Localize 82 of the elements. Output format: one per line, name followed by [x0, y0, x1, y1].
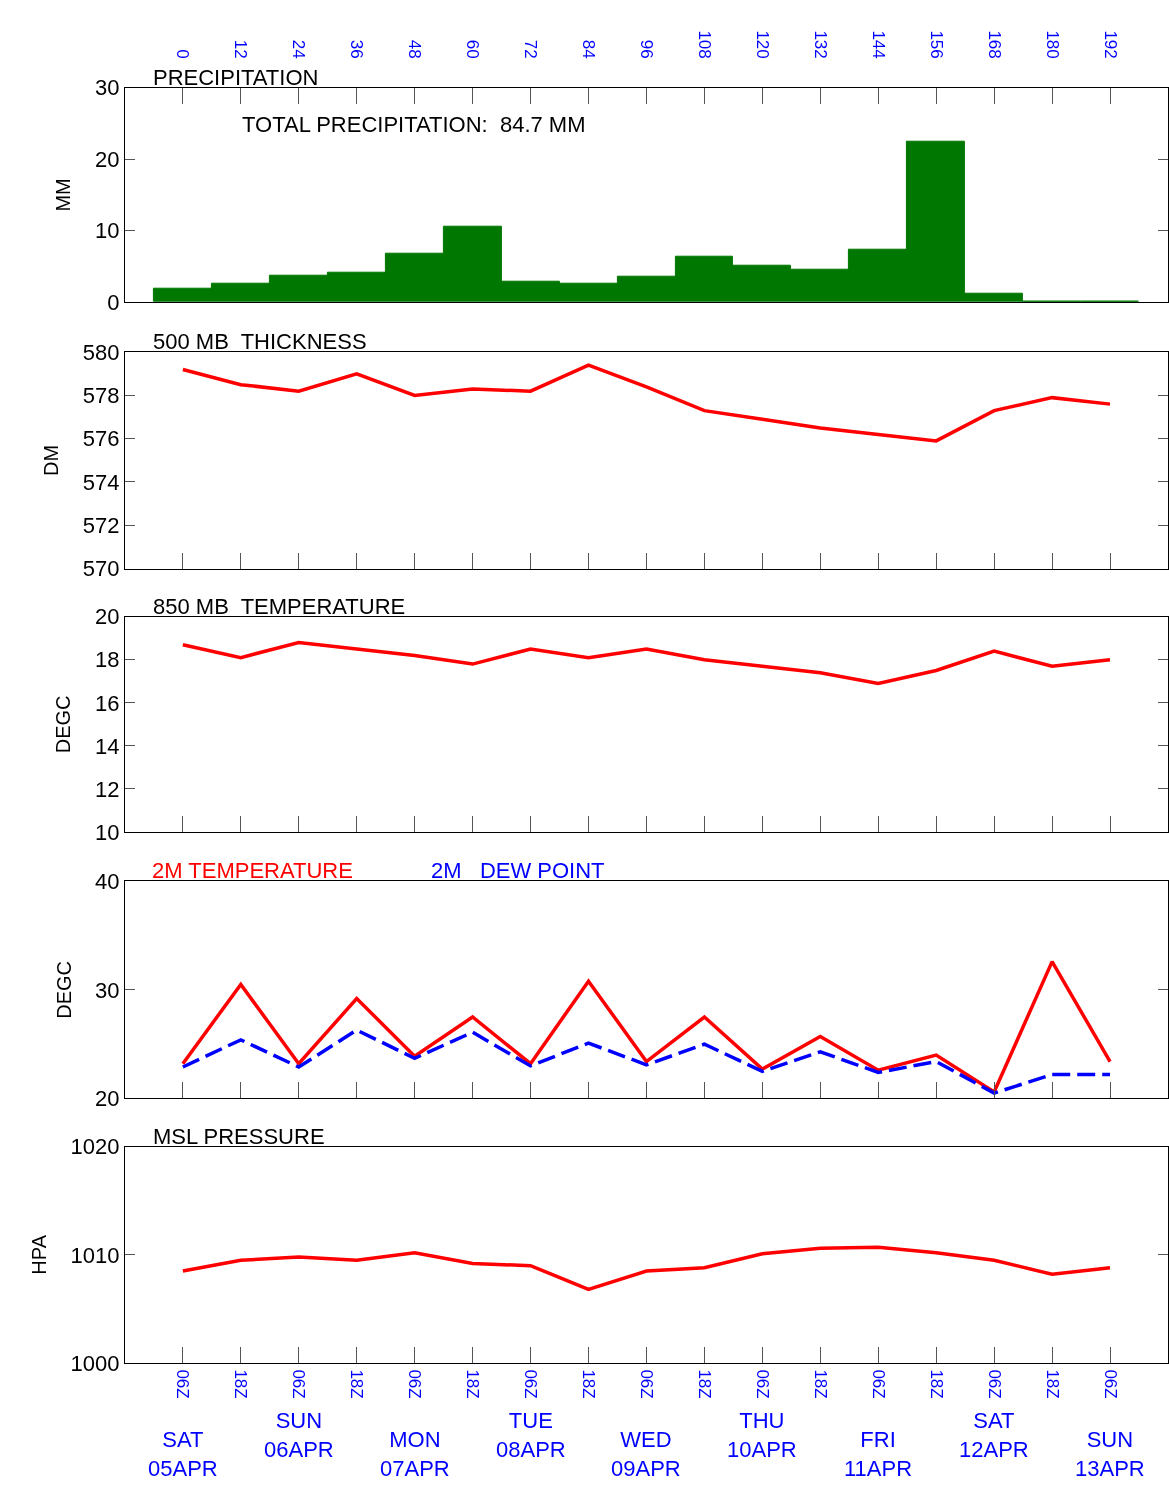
text: 2M TEMPERATURE — [152, 858, 353, 883]
x-tick-label: 18Z — [463, 1369, 483, 1399]
y-axis-title: HPA — [28, 1234, 51, 1275]
x-tick-label: 06Z — [868, 1369, 888, 1399]
y-tick-label: 12 — [95, 776, 120, 802]
chart-title: 500 MB THICKNESS — [153, 329, 367, 354]
line-series — [181, 959, 1112, 1094]
x-tick-label: 18Z — [578, 1369, 598, 1399]
x-tick-label: 132 — [810, 30, 830, 59]
x-tick-label: 36 — [347, 39, 367, 59]
x-tick-label: 12 — [231, 39, 251, 59]
y-tick-label: 578 — [82, 383, 120, 409]
x-tick-label: 108 — [694, 30, 714, 59]
x-tick-label: 18Z — [1042, 1369, 1062, 1399]
y-axis-title: DEGC — [52, 695, 75, 754]
y-tick-label: 0 — [107, 289, 120, 315]
y-tick-label: 572 — [82, 512, 120, 538]
x-tick-label: 84 — [578, 39, 598, 59]
x-tick-label: 168 — [984, 30, 1004, 59]
x-tick-label: 06Z — [1100, 1369, 1120, 1399]
x-tick-label: 18Z — [810, 1369, 830, 1399]
y-tick-label: 574 — [82, 469, 120, 495]
text: SAT 05APR — [148, 1427, 218, 1481]
x-tick-label: 156 — [926, 30, 946, 59]
x-tick-label: 144 — [868, 30, 888, 59]
y-tick-label: 580 — [82, 339, 120, 365]
x-tick-label: 24 — [289, 39, 309, 59]
y-tick-label: 10 — [95, 819, 120, 845]
y-tick-label: 10 — [95, 218, 120, 244]
y-tick-label: 576 — [82, 426, 120, 452]
y-axis-title: DEGC — [52, 960, 75, 1019]
chart-title: 850 MB TEMPERATURE — [153, 594, 406, 619]
x-tick-label: 192 — [1100, 30, 1120, 59]
x-tick-label: 18Z — [347, 1369, 367, 1399]
text: TUE 08APR — [496, 1408, 566, 1462]
y-tick-label: 30 — [95, 75, 120, 101]
x-tick-label: 180 — [1042, 30, 1062, 59]
line-series — [181, 640, 1112, 686]
x-tick-label: 96 — [636, 39, 656, 59]
chart-title: MSL PRESSURE — [153, 1124, 325, 1149]
x-tick-label: 18Z — [926, 1369, 946, 1399]
y-tick-label: 20 — [95, 1086, 120, 1112]
x-tick-label: 0 — [173, 49, 193, 59]
y-tick-label: 1000 — [70, 1350, 120, 1376]
y-tick-label: 1010 — [70, 1242, 120, 1268]
x-tick-label: 06Z — [173, 1369, 193, 1399]
text: SAT 12APR — [959, 1408, 1029, 1462]
text: 2M DEW POINT — [431, 858, 605, 883]
x-tick-label: 06Z — [984, 1369, 1004, 1399]
x-tick-label: 06Z — [636, 1369, 656, 1399]
y-tick-label: 18 — [95, 647, 120, 673]
line-series — [181, 363, 1112, 443]
text: FRI 11APR — [844, 1427, 913, 1481]
x-tick-label: 120 — [752, 30, 772, 59]
y-tick-label: 16 — [95, 690, 120, 716]
text: SUN 13APR — [1075, 1427, 1145, 1481]
x-tick-label: 06Z — [521, 1369, 541, 1399]
y-tick-label: 20 — [95, 146, 120, 172]
text: SUN 06APR — [264, 1408, 334, 1462]
y-tick-label: 20 — [95, 604, 120, 630]
y-axis-title: MM — [52, 178, 75, 212]
x-tick-label: 48 — [405, 39, 425, 59]
x-tick-label: 18Z — [231, 1369, 251, 1399]
text: MON 07APR — [380, 1427, 450, 1481]
y-tick-label: 570 — [82, 556, 120, 582]
x-tick-label: 06Z — [752, 1369, 772, 1399]
y-tick-label: 1020 — [70, 1134, 120, 1160]
y-tick-label: 30 — [95, 977, 120, 1003]
x-tick-label: 06Z — [289, 1369, 309, 1399]
y-tick-label: 14 — [95, 733, 120, 759]
x-tick-label: 72 — [521, 39, 541, 59]
line-series — [181, 1028, 1112, 1095]
y-tick-label: 40 — [95, 868, 120, 894]
chart-title: PRECIPITATION — [153, 65, 319, 90]
text: WED 09APR — [611, 1427, 681, 1481]
text: THU 10APR — [727, 1408, 797, 1462]
line-series — [181, 1245, 1112, 1292]
annotation: TOTAL PRECIPITATION: 84.7 MM — [242, 112, 586, 137]
x-tick-label: 60 — [463, 39, 483, 59]
x-tick-label: 18Z — [694, 1369, 714, 1399]
x-tick-label: 06Z — [405, 1369, 425, 1399]
y-axis-title: DM — [40, 444, 63, 476]
